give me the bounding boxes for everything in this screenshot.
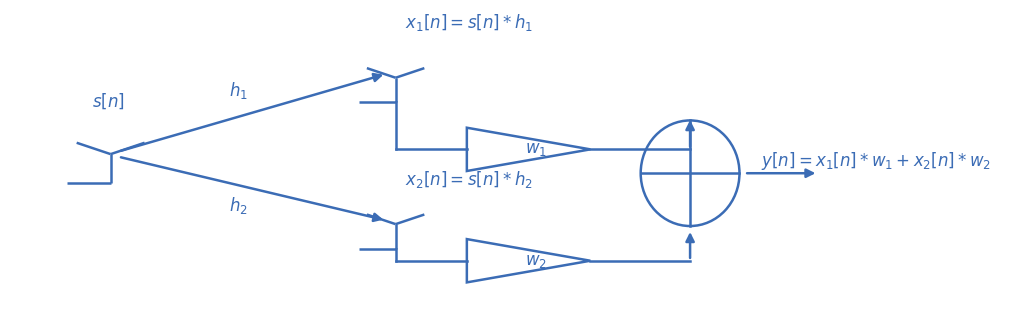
Text: $w_2$: $w_2$ [525,252,547,270]
Text: $y[n]=x_1[n]*w_1+ x_2[n]*w_2$: $y[n]=x_1[n]*w_1+ x_2[n]*w_2$ [761,150,991,171]
Text: $x_2[n]=s[n]*h_2$: $x_2[n]=s[n]*h_2$ [406,169,532,190]
Text: $w_1$: $w_1$ [525,140,547,158]
Text: $s[n]$: $s[n]$ [91,91,124,111]
Text: $h_2$: $h_2$ [229,195,248,215]
Text: $h_1$: $h_1$ [229,80,249,101]
Text: $x_1[n]=s[n]*h_1$: $x_1[n]=s[n]*h_1$ [406,12,534,32]
